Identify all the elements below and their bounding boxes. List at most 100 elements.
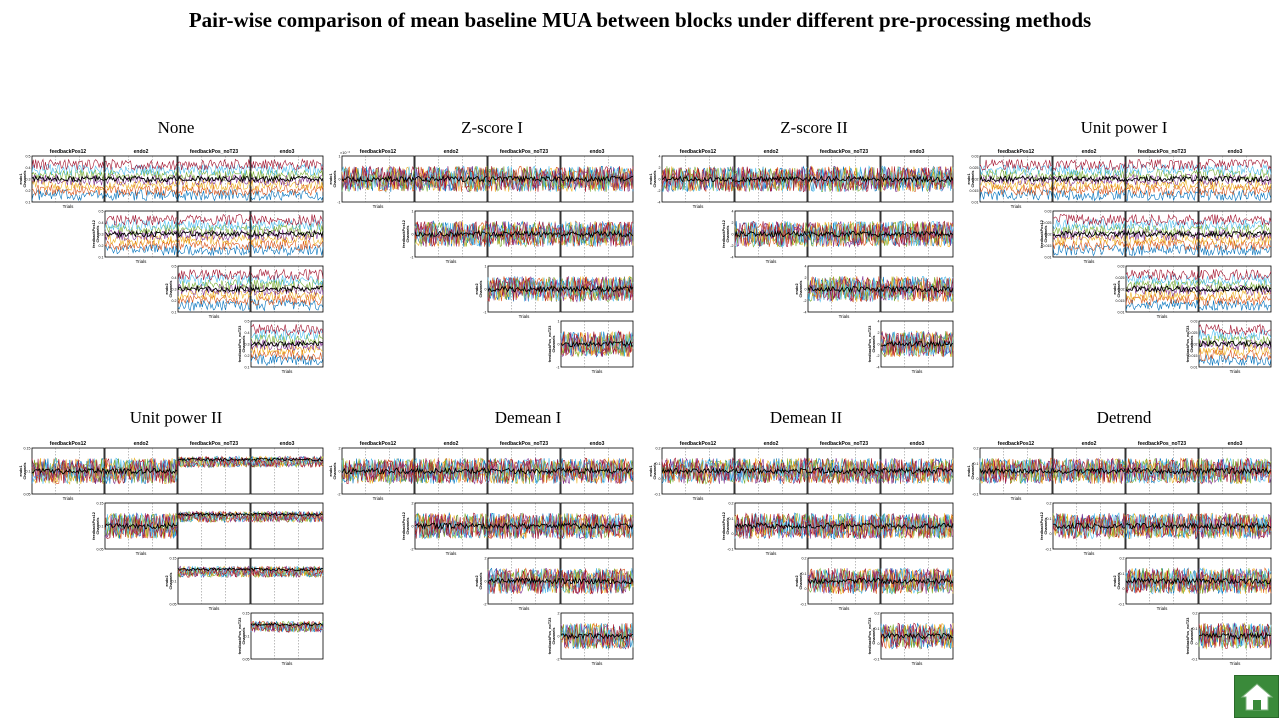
- chart-group-5: feedbackPos12 endo2 feedbackPos_noT23 endo3…: [329, 441, 634, 666]
- x-axis-label: Trials: [136, 551, 148, 556]
- subplot: [880, 210, 954, 258]
- block-title: feedbackPos12: [998, 441, 1035, 447]
- y-tick-label: 0: [412, 233, 414, 237]
- mean-line: [177, 512, 251, 517]
- y-tick-label: 0.03: [1045, 210, 1052, 214]
- y-tick-label: 0.05: [24, 493, 31, 497]
- mean-line: [104, 175, 178, 184]
- subplot: [414, 155, 488, 203]
- x-axis-label: Trials: [446, 551, 458, 556]
- y-tick-label: 0.01: [1118, 311, 1125, 315]
- row-label-channels: Channels: [1117, 280, 1121, 297]
- x-axis-label: Trials: [693, 204, 705, 209]
- row-label-channels: Channels: [552, 627, 556, 644]
- y-tick-label: 0: [412, 525, 414, 529]
- x-axis-label: Trials: [912, 661, 924, 666]
- row-label: feedbackPos12: [92, 512, 96, 540]
- subplot: [250, 447, 324, 495]
- subplot: 0.1 0.2 0.3 0.4 0.5 endo2 Channels Trials: [165, 265, 251, 319]
- mean-line: [1052, 230, 1126, 238]
- x-axis-label: Trials: [63, 496, 75, 501]
- block-title: feedbackPos_noT23: [190, 441, 239, 447]
- mean-line: [734, 230, 808, 238]
- mean-line: [104, 522, 178, 530]
- subplot: [177, 502, 251, 550]
- x-axis-label: Trials: [519, 606, 531, 611]
- y-tick-label: 0.01: [1191, 366, 1198, 370]
- method-label: Unit power II: [129, 408, 223, 427]
- y-tick-label: 0.15: [24, 447, 31, 451]
- mean-line: [177, 174, 251, 184]
- y-tick-label: 0.2: [974, 447, 979, 451]
- subplot: [880, 557, 954, 605]
- y-tick-label: 1: [339, 155, 341, 159]
- method-label: None: [157, 118, 195, 137]
- y-tick-label: -2: [657, 189, 660, 193]
- y-tick-label: 0.4: [245, 331, 250, 335]
- y-tick-label: 0: [878, 642, 880, 646]
- block-title: feedbackPos_noT23: [820, 149, 869, 155]
- mean-line: [1198, 284, 1272, 293]
- row-label: feedbackPos_noT23: [868, 326, 872, 363]
- subplot: -4 -2 0 2 4 endo2 Channels Trials: [795, 265, 881, 319]
- page-title: Pair-wise comparison of mean baseline MU…: [188, 8, 1092, 32]
- subplot: [880, 447, 954, 495]
- mean-line: [880, 577, 954, 585]
- x-axis-label: Trials: [1084, 551, 1096, 556]
- subplot: 0.05 0.1 0.15 endo2 Channels Trials: [165, 557, 251, 611]
- y-tick-label: 0: [659, 477, 661, 481]
- block-title: endo2: [444, 149, 459, 155]
- row-label-channels: Channels: [726, 225, 730, 242]
- mean-line: [880, 229, 954, 239]
- mean-line: [807, 175, 881, 183]
- mean-line: [979, 175, 1053, 183]
- block-title: feedbackPos12: [680, 149, 717, 155]
- mean-line: [880, 339, 954, 348]
- mean-line: [560, 339, 634, 348]
- x-axis-label: Trials: [282, 369, 294, 374]
- mean-line: [560, 230, 634, 239]
- subplot: [177, 155, 251, 203]
- mean-line: [560, 576, 634, 585]
- block-title: endo3: [590, 441, 605, 447]
- block-title: feedbackPos_noT23: [190, 149, 239, 155]
- subplot: -0.1 0 0.1 0.2 endo1 Channels Trials: [967, 447, 1053, 501]
- row-label-channels: Channels: [1044, 225, 1048, 242]
- y-tick-label: 0: [1050, 532, 1052, 536]
- row-label-channels: Channels: [479, 280, 483, 297]
- subplot: -1 0 1 endo1 Channels Trials ×10⁻³: [329, 151, 415, 209]
- subplot: [1198, 210, 1272, 258]
- y-tick-label: 4: [805, 265, 807, 269]
- mean-line: [734, 522, 808, 531]
- home-button[interactable]: [1234, 675, 1279, 718]
- x-axis-label: Trials: [1157, 606, 1169, 611]
- y-tick-label: 0.02: [1118, 288, 1125, 292]
- mean-line: [250, 340, 324, 348]
- chart-group-6: feedbackPos12 endo2 feedbackPos_noT23 endo3…: [649, 441, 954, 666]
- x-axis-label: Trials: [766, 259, 778, 264]
- y-tick-label: 0.2: [1120, 557, 1125, 561]
- mean-line: [979, 467, 1053, 475]
- subplot: [560, 557, 634, 605]
- y-tick-label: 4: [878, 320, 880, 324]
- y-tick-label: 0.015: [1189, 354, 1198, 358]
- method-label: Detrend: [1096, 408, 1152, 427]
- row-label-channels: Channels: [971, 462, 975, 479]
- mean-line: [414, 466, 488, 475]
- y-tick-label: 0.02: [1191, 343, 1198, 347]
- row-label-channels: Channels: [479, 572, 483, 589]
- mean-line: [1198, 631, 1272, 640]
- y-tick-label: 0: [485, 288, 487, 292]
- y-tick-label: 0.025: [1116, 276, 1125, 280]
- y-tick-label: 0: [1123, 587, 1125, 591]
- block-title: feedbackPos12: [360, 149, 397, 155]
- block-title: feedbackPos_noT23: [1138, 149, 1187, 155]
- y-tick-label: 0.03: [972, 155, 979, 159]
- row-label: endo2: [1113, 283, 1117, 294]
- mean-line: [250, 284, 324, 294]
- block-title: endo2: [134, 149, 149, 155]
- y-tick-label: 0.1: [172, 311, 177, 315]
- subplot: [250, 502, 324, 550]
- row-label: feedbackPos_noT23: [238, 326, 242, 363]
- y-tick-label: 2: [805, 276, 807, 280]
